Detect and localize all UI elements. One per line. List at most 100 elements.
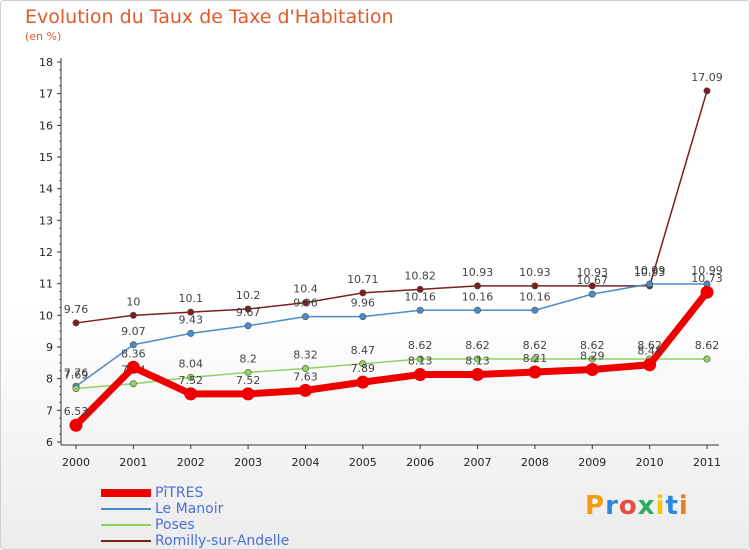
x-tick-label: 2003 bbox=[234, 456, 262, 469]
legend-swatch-poses bbox=[101, 524, 151, 526]
y-tick-label: 17 bbox=[39, 88, 53, 101]
data-label-3: 8.29 bbox=[580, 349, 605, 362]
x-tick-label: 2010 bbox=[636, 456, 664, 469]
data-label-1: 10.16 bbox=[404, 290, 436, 303]
series-point-3 bbox=[184, 387, 198, 401]
data-label-1: 9.07 bbox=[121, 325, 146, 338]
data-label-3: 6.53 bbox=[64, 405, 89, 418]
data-label-2: 8.62 bbox=[695, 339, 720, 352]
data-label-2: 8.2 bbox=[239, 352, 257, 365]
series-point-2 bbox=[72, 384, 80, 392]
series-point-2 bbox=[588, 355, 596, 363]
series-point-0 bbox=[474, 282, 482, 290]
legend-swatch-romilly bbox=[101, 540, 151, 542]
series-point-0 bbox=[244, 305, 252, 313]
data-label-2: 8.62 bbox=[465, 339, 490, 352]
data-label-2: 8.32 bbox=[293, 349, 318, 362]
series-point-1 bbox=[531, 306, 539, 314]
data-label-3: 7.52 bbox=[236, 374, 261, 387]
x-tick-label: 2009 bbox=[578, 456, 606, 469]
series-point-1 bbox=[129, 341, 137, 349]
data-label-2: 8.62 bbox=[408, 339, 433, 352]
data-label-3: 8.21 bbox=[523, 352, 548, 365]
y-tick-label: 14 bbox=[39, 183, 53, 196]
series-point-1 bbox=[301, 313, 309, 321]
data-label-1: 10.99 bbox=[634, 264, 666, 277]
x-tick-label: 2000 bbox=[62, 456, 90, 469]
y-tick-label: 7 bbox=[46, 404, 53, 417]
data-label-3: 10.73 bbox=[691, 272, 723, 285]
data-label-1: 9.43 bbox=[178, 313, 203, 326]
data-label-1: 10.99 bbox=[691, 264, 723, 277]
data-label-3: 7.89 bbox=[351, 362, 376, 375]
series-point-3 bbox=[643, 358, 657, 372]
series-point-3 bbox=[471, 368, 485, 382]
data-label-2: 8.04 bbox=[178, 357, 203, 370]
data-label-0: 10.4 bbox=[293, 283, 318, 296]
data-label-3: 8.36 bbox=[121, 347, 146, 360]
series-point-3 bbox=[585, 362, 599, 376]
logo-letter: P bbox=[585, 491, 606, 521]
series-point-2 bbox=[359, 360, 367, 368]
x-tick-label: 2001 bbox=[119, 456, 147, 469]
series-line-3 bbox=[72, 288, 711, 429]
series-point-2 bbox=[187, 373, 195, 381]
series-point-3 bbox=[528, 365, 542, 379]
series-point-2 bbox=[531, 355, 539, 363]
series-point-0 bbox=[359, 289, 367, 297]
x-tick-label: 2006 bbox=[406, 456, 434, 469]
x-tick-label: 2011 bbox=[693, 456, 721, 469]
x-tick-label: 2007 bbox=[464, 456, 492, 469]
legend-label-poses: Poses bbox=[155, 517, 195, 533]
series-point-3 bbox=[700, 285, 714, 299]
series-point-1 bbox=[416, 306, 424, 314]
series-point-1 bbox=[359, 313, 367, 321]
series-point-0 bbox=[531, 282, 539, 290]
data-label-1: 7.76 bbox=[64, 366, 89, 379]
data-label-0: 10.71 bbox=[347, 273, 379, 286]
y-tick-label: 6 bbox=[46, 436, 53, 449]
series-point-2 bbox=[244, 368, 252, 376]
data-label-3: 8.13 bbox=[465, 355, 490, 368]
legend-label-pitres: PîTRES bbox=[155, 485, 204, 501]
data-label-1: 9.96 bbox=[351, 297, 376, 310]
series-point-0 bbox=[703, 87, 711, 95]
series-point-0 bbox=[301, 299, 309, 307]
logo-letter: r bbox=[605, 491, 619, 521]
data-label-1: 9.96 bbox=[293, 297, 318, 310]
x-tick-label: 2008 bbox=[521, 456, 549, 469]
series-point-1 bbox=[244, 322, 252, 330]
data-label-0: 10.2 bbox=[236, 289, 261, 302]
series-line-0 bbox=[75, 90, 708, 324]
y-tick-label: 13 bbox=[39, 214, 53, 227]
unit-label: (en %) bbox=[25, 30, 62, 43]
data-label-0: 10.93 bbox=[462, 266, 494, 279]
series-point-2 bbox=[703, 355, 711, 363]
data-label-0: 17.09 bbox=[691, 71, 723, 84]
data-label-2: 8.47 bbox=[351, 344, 376, 357]
series-point-2 bbox=[474, 355, 482, 363]
series-point-0 bbox=[129, 311, 137, 319]
x-tick-label: 2002 bbox=[177, 456, 205, 469]
y-tick-label: 18 bbox=[39, 56, 53, 69]
logo-letter: t bbox=[665, 491, 679, 521]
data-label-1: 10.67 bbox=[577, 274, 609, 287]
data-label-0: 10.93 bbox=[519, 266, 551, 279]
series-point-0 bbox=[588, 282, 596, 290]
data-label-0: 10.82 bbox=[404, 269, 436, 282]
x-tick-label: 2005 bbox=[349, 456, 377, 469]
proxiti-logo: Proxiti bbox=[585, 491, 689, 521]
data-label-2: 8.62 bbox=[580, 339, 605, 352]
x-tick-label: 2004 bbox=[291, 456, 319, 469]
chart-title: Evolution du Taux de Taxe d'Habitation bbox=[25, 6, 394, 28]
data-label-3: 7.63 bbox=[293, 370, 318, 383]
series-point-3 bbox=[69, 418, 83, 432]
data-label-3: 8.13 bbox=[408, 355, 433, 368]
legend-label-romilly: Romilly-sur-Andelle bbox=[155, 533, 290, 549]
data-label-0: 9.76 bbox=[64, 303, 89, 316]
data-label-1: 10.16 bbox=[519, 290, 551, 303]
series-point-2 bbox=[129, 380, 137, 388]
data-label-1: 10.16 bbox=[462, 290, 494, 303]
data-label-2: 7.69 bbox=[64, 368, 89, 381]
